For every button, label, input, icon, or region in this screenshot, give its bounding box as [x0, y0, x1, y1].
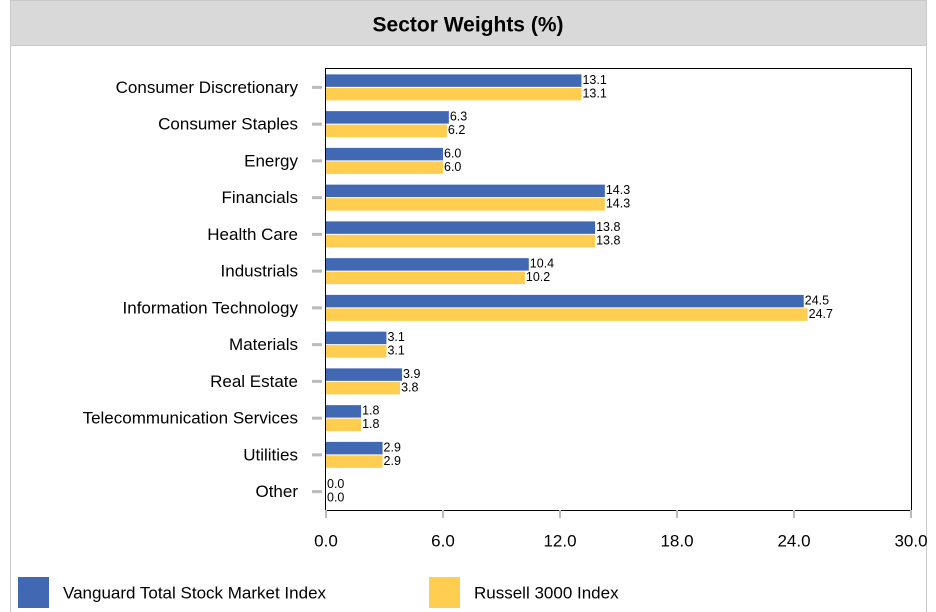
bar [326, 345, 387, 358]
value-label: 6.0 [444, 160, 461, 174]
bar [326, 294, 804, 308]
bar [326, 124, 447, 138]
value-label: 1.8 [362, 417, 379, 431]
y-tick-label: Telecommunication Services [83, 409, 298, 428]
value-label: 13.1 [582, 73, 606, 87]
bar [326, 258, 529, 271]
legend-swatch [18, 577, 49, 608]
value-label: 13.8 [596, 233, 620, 247]
legend-swatch [429, 577, 460, 608]
bar [326, 161, 443, 174]
value-label: 1.8 [362, 404, 379, 418]
y-tick-label: Financials [221, 188, 298, 207]
bar [326, 221, 596, 234]
y-tick-label: Consumer Staples [158, 115, 298, 134]
value-label: 3.9 [403, 367, 420, 381]
value-label: 6.3 [450, 110, 467, 124]
value-label: 6.2 [448, 123, 465, 137]
legend-label: Russell 3000 Index [474, 583, 619, 602]
value-label: 24.7 [809, 307, 833, 321]
bar [326, 184, 605, 198]
y-tick-label: Materials [229, 335, 298, 354]
bar [326, 198, 605, 211]
x-tick-label: 6.0 [431, 531, 455, 550]
value-label: 10.4 [530, 257, 554, 271]
y-tick-label: Health Care [207, 225, 298, 244]
chart-title: Sector Weights (%) [373, 14, 564, 37]
bar [326, 234, 596, 248]
bar [326, 87, 582, 101]
legend-label: Vanguard Total Stock Market Index [63, 583, 327, 602]
y-tick-label: Other [255, 482, 298, 501]
value-label: 6.0 [444, 146, 461, 160]
x-tick-label: 30.0 [894, 531, 927, 550]
y-tick-label: Utilities [243, 445, 298, 464]
bar [326, 147, 443, 161]
bar [326, 111, 449, 124]
value-label: 3.1 [387, 344, 404, 358]
x-tick-label: 18.0 [660, 531, 693, 550]
bar [326, 74, 582, 87]
value-label: 2.9 [384, 454, 401, 468]
y-tick-label: Real Estate [210, 372, 298, 391]
bar [326, 331, 387, 345]
value-label: 0.0 [327, 477, 344, 491]
value-label: 13.1 [582, 86, 606, 100]
plot-area [325, 68, 912, 511]
y-tick-label: Information Technology [123, 298, 299, 317]
y-tick-label: Consumer Discretionary [116, 78, 299, 97]
y-tick-label: Energy [244, 151, 298, 170]
bar [326, 418, 362, 432]
bar [326, 271, 525, 285]
bar [326, 405, 362, 418]
value-label: 3.8 [401, 380, 418, 394]
value-label: 24.5 [805, 293, 829, 307]
value-label: 14.3 [606, 183, 630, 197]
x-tick-label: 24.0 [777, 531, 810, 550]
value-label: 3.1 [387, 330, 404, 344]
x-tick-label: 12.0 [543, 531, 576, 550]
value-label: 13.8 [596, 220, 620, 234]
value-label: 0.0 [327, 491, 344, 505]
title-bar [10, 0, 927, 46]
value-label: 2.9 [384, 440, 401, 454]
y-tick-label: Industrials [221, 262, 298, 281]
bar [326, 441, 383, 455]
value-label: 10.2 [526, 270, 550, 284]
x-tick-label: 0.0 [314, 531, 338, 550]
bar [326, 368, 403, 381]
value-label: 14.3 [606, 197, 630, 211]
bar [326, 455, 383, 468]
bar [326, 308, 808, 321]
bar [326, 381, 401, 395]
